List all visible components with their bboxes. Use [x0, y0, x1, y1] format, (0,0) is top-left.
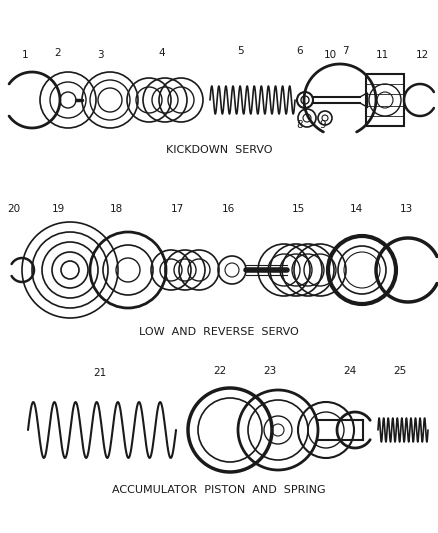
- Text: 22: 22: [213, 366, 226, 376]
- Text: 12: 12: [415, 50, 429, 60]
- Text: KICKDOWN  SERVO: KICKDOWN SERVO: [166, 145, 272, 155]
- Text: 15: 15: [291, 204, 304, 214]
- Text: 8: 8: [297, 120, 303, 130]
- Text: 9: 9: [320, 120, 326, 130]
- Text: 1: 1: [22, 50, 28, 60]
- Text: ACCUMULATOR  PISTON  AND  SPRING: ACCUMULATOR PISTON AND SPRING: [112, 485, 326, 495]
- Text: 19: 19: [51, 204, 65, 214]
- Text: 18: 18: [110, 204, 123, 214]
- Text: 7: 7: [342, 46, 348, 56]
- Text: 23: 23: [263, 366, 277, 376]
- Text: 24: 24: [343, 366, 357, 376]
- Text: LOW  AND  REVERSE  SERVO: LOW AND REVERSE SERVO: [139, 327, 299, 337]
- Text: 10: 10: [323, 50, 336, 60]
- Bar: [366, 74, 404, 126]
- Text: 17: 17: [170, 204, 184, 214]
- Text: 20: 20: [7, 204, 21, 214]
- Text: 6: 6: [297, 46, 303, 56]
- Text: 4: 4: [159, 48, 165, 58]
- Text: 14: 14: [350, 204, 363, 214]
- Text: 25: 25: [393, 366, 406, 376]
- Text: 16: 16: [221, 204, 235, 214]
- Text: 11: 11: [375, 50, 389, 60]
- Text: 2: 2: [55, 48, 61, 58]
- Text: 13: 13: [399, 204, 413, 214]
- Text: 3: 3: [97, 50, 103, 60]
- Text: 5: 5: [237, 46, 244, 56]
- Text: 21: 21: [93, 368, 106, 378]
